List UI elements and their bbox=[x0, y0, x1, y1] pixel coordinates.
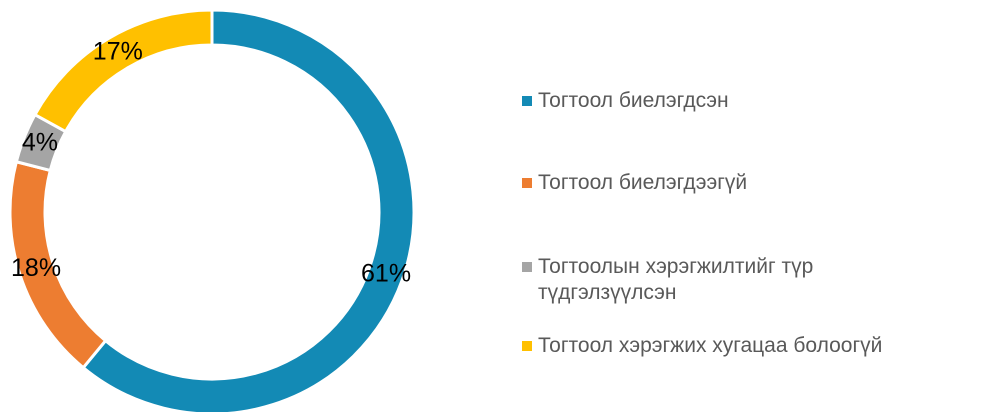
legend-swatch bbox=[522, 96, 532, 106]
data-label: 17% bbox=[93, 37, 143, 65]
legend: Тогтоол биелэгдсэн Тогтоол биелэгдээгүй То… bbox=[522, 0, 1006, 412]
donut-segment bbox=[81, 8, 416, 412]
legend-label: Тогтоол биелэгдээгүй bbox=[538, 171, 748, 194]
legend-item: Тогтоолын хэрэгжилтийг түр түдгэлзүүлсэн bbox=[522, 254, 938, 306]
legend-swatch bbox=[522, 262, 532, 272]
legend-item: Тогтоол биелэгдээгүй bbox=[522, 170, 938, 196]
data-label: 4% bbox=[22, 129, 58, 157]
legend-label: Тогтоол биелэгдсэн bbox=[538, 89, 729, 112]
legend-label: Тогтоол хэрэгжих хугацаа болоогүй bbox=[538, 334, 883, 357]
chart: 61% 18% 4% 17% bbox=[8, 8, 416, 412]
legend-label: Тогтоолын хэрэгжилтийг түр түдгэлзүүлсэн bbox=[538, 255, 814, 304]
legend-item: Тогтоол биелэгдсэн bbox=[522, 88, 938, 114]
legend-swatch bbox=[522, 341, 532, 351]
legend-swatch bbox=[522, 178, 532, 188]
data-label: 18% bbox=[11, 254, 61, 282]
donut-segment bbox=[32, 8, 214, 134]
legend-item: Тогтоол хэрэгжих хугацаа болоогүй bbox=[522, 333, 882, 359]
data-label: 61% bbox=[361, 259, 411, 287]
